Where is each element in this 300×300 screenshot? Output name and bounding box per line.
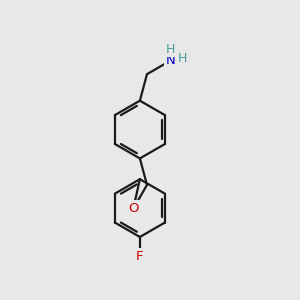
Text: H: H — [166, 44, 176, 56]
Text: H: H — [178, 52, 188, 65]
Text: O: O — [128, 202, 139, 215]
Text: F: F — [136, 250, 144, 263]
Text: N: N — [166, 54, 175, 67]
